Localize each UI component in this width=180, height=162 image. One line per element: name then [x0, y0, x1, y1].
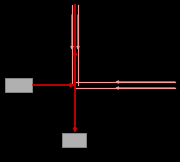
- Bar: [62, 133, 86, 147]
- Bar: [5, 78, 32, 92]
